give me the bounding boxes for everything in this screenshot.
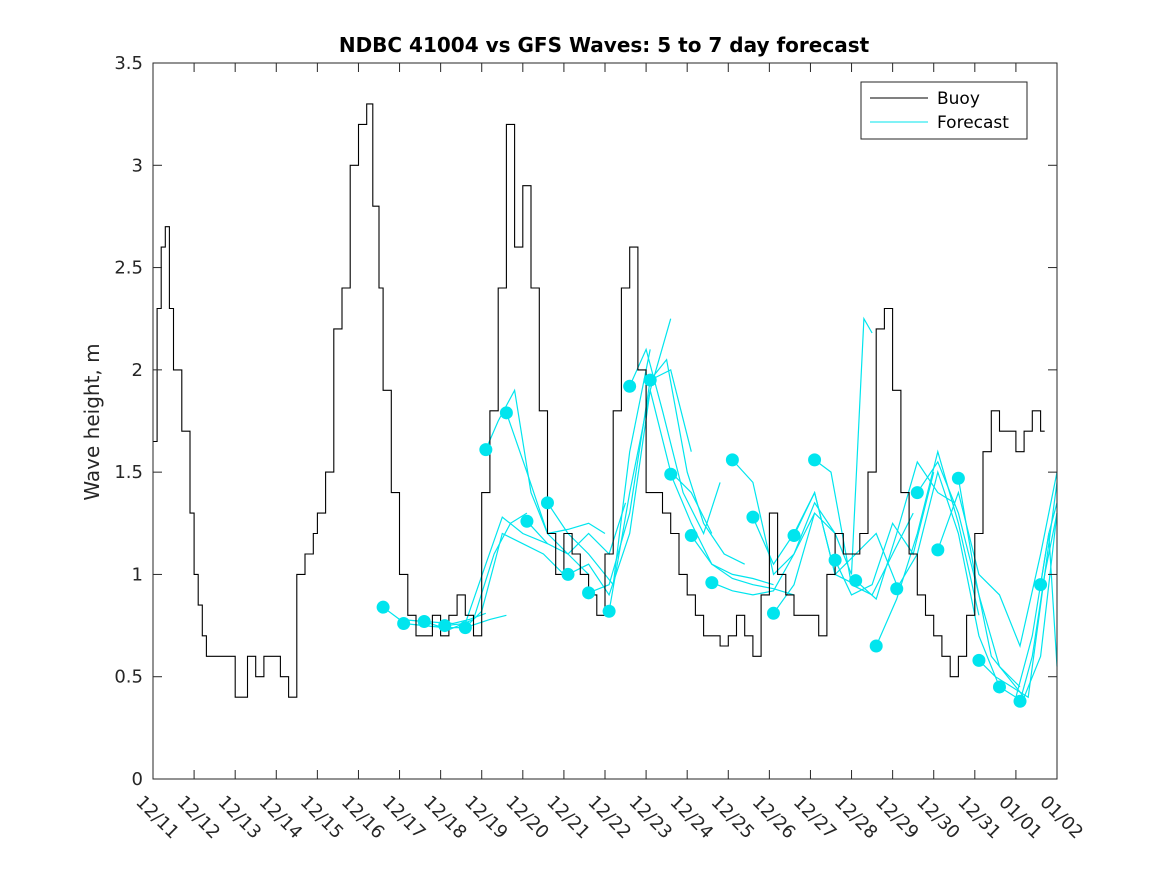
chart-title: NDBC 41004 vs GFS Waves: 5 to 7 day fore…: [339, 33, 870, 57]
forecast-start-point: [561, 567, 575, 581]
forecast-start-point: [746, 510, 760, 524]
forecast-start-point: [725, 453, 739, 467]
forecast-start-point: [1013, 694, 1027, 708]
legend-label-forecast: Forecast: [937, 113, 1009, 133]
forecast-start-point: [417, 614, 431, 628]
forecast-line: [711, 512, 816, 596]
forecast-line: [978, 512, 1058, 699]
forecast-line: [793, 490, 898, 585]
forecast-line: [505, 412, 606, 535]
forecast-line: [834, 471, 935, 596]
forecast-start-point: [540, 496, 554, 510]
legend-label-buoy: Buoy: [937, 89, 980, 109]
forecast-start-point: [684, 529, 698, 543]
y-tick-label: 2.5: [114, 258, 143, 279]
forecast-line: [937, 471, 1058, 649]
forecast-start-point: [479, 443, 493, 457]
forecast-start-point: [623, 379, 637, 393]
forecast-start-point: [972, 653, 986, 667]
buoy-series: [153, 103, 1045, 698]
legend-box: [860, 81, 1028, 140]
y-tick-label: 0: [132, 769, 143, 790]
forecast-start-point: [643, 373, 657, 387]
forecast-start-point: [499, 406, 513, 420]
forecast-line: [855, 460, 955, 601]
forecast-start-point: [890, 582, 904, 596]
forecast-start-point: [910, 486, 924, 500]
forecast-start-point: [438, 619, 452, 633]
forecast-start-point: [992, 680, 1006, 694]
forecast-line: [896, 469, 1001, 688]
forecast-line: [690, 535, 795, 596]
forecast-start-point: [828, 553, 842, 567]
legend: Buoy Forecast: [860, 81, 1028, 140]
forecast-start-point: [664, 467, 678, 481]
y-tick-label: 3.5: [114, 53, 143, 74]
forecast-start-point: [951, 471, 965, 485]
y-tick-label: 0.5: [114, 667, 143, 688]
forecast-start-point: [602, 604, 616, 618]
forecast-line: [382, 606, 487, 625]
forecast-start-point: [766, 606, 780, 620]
forecast-start-point: [520, 514, 534, 528]
buoy-line: [153, 103, 1045, 698]
forecast-line: [999, 533, 1058, 699]
forecast-line: [588, 369, 692, 594]
forecast-start-point: [1034, 578, 1048, 592]
forecast-line: [1019, 482, 1058, 702]
forecast-start-point: [705, 576, 719, 590]
forecast-line: [547, 349, 651, 587]
forecast-start-point: [397, 617, 411, 631]
y-tick-label: 2: [132, 360, 143, 381]
forecast-start-point: [458, 621, 472, 635]
forecast-line: [670, 473, 774, 586]
forecast-line: [464, 532, 565, 629]
y-axis-ticks: 0 0.5 1 1.5 2 2.5 3 3.5: [114, 53, 1057, 790]
y-tick-label: 1: [132, 564, 143, 585]
y-tick-label: 1.5: [114, 462, 143, 483]
forecast-line: [875, 449, 980, 647]
forecast-start-point: [931, 543, 945, 557]
y-tick-label: 3: [132, 155, 143, 176]
forecast-line: [1040, 502, 1058, 585]
forecast-start-point: [582, 586, 596, 600]
forecast-start-markers: [376, 373, 1048, 708]
forecast-start-point: [869, 639, 883, 653]
forecast-start-point: [787, 529, 801, 543]
forecast-line: [608, 390, 713, 612]
forecast-start-point: [376, 600, 390, 614]
forecast-start-point: [808, 453, 822, 467]
forecast-start-point: [849, 574, 863, 588]
forecast-line: [649, 358, 745, 565]
forecast-line: [629, 347, 721, 536]
y-axis-label: Wave height, m: [80, 343, 104, 500]
